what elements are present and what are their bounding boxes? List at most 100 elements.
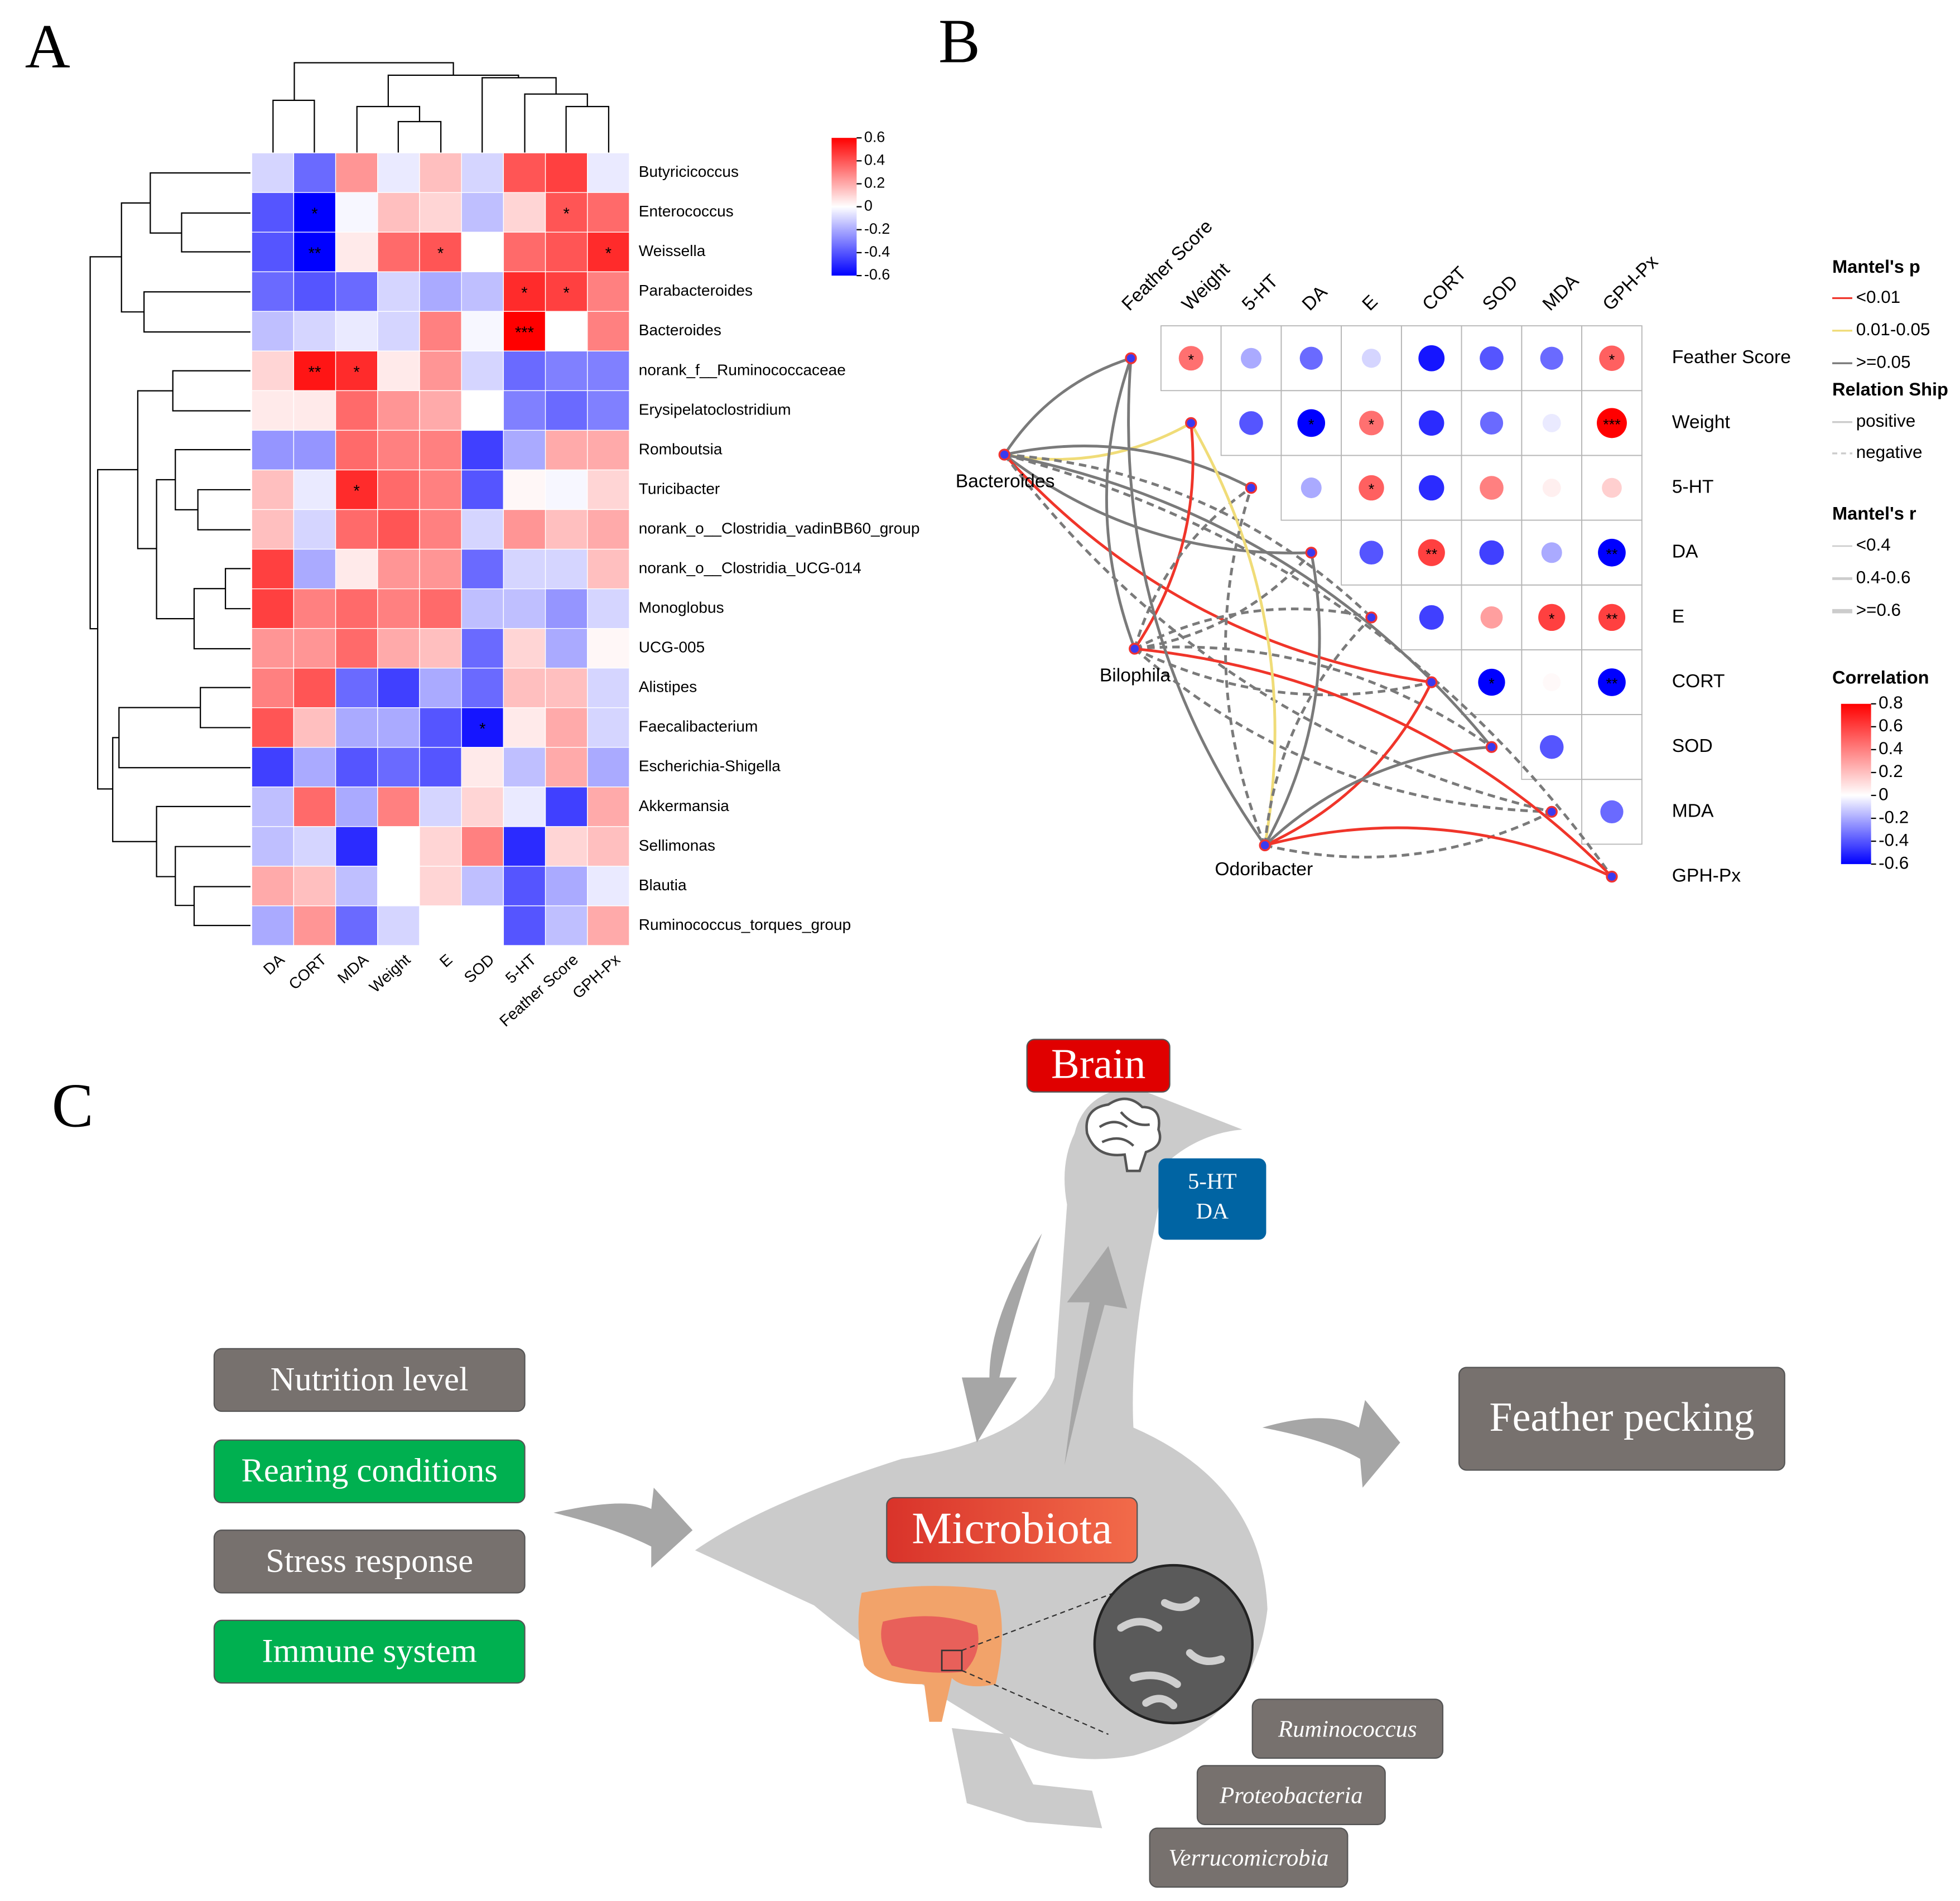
heatmap-cell [293, 668, 336, 708]
mantel-link [1133, 486, 1252, 649]
heatmap-cell [377, 905, 420, 946]
colorbar-tick-label: -0.2 [864, 220, 890, 237]
significance: * [1489, 676, 1495, 692]
heatmap-cell [377, 509, 420, 550]
correlation-dot [1178, 346, 1203, 371]
row-label: Feather Score [1672, 347, 1791, 368]
variable-node [1245, 481, 1258, 494]
legend-label: >=0.05 [1856, 353, 1911, 372]
heatmap-cell [545, 152, 588, 193]
heatmap-cell [587, 548, 630, 590]
heatmap-cell [461, 231, 504, 272]
row-label: Romboutsia [639, 440, 723, 457]
heatmap-cell [503, 152, 546, 193]
factor-label: Immune system [262, 1632, 476, 1670]
correlation-dot [1598, 538, 1626, 567]
row-label: Escherichia-Shigella [639, 757, 781, 775]
column-label: Weight [1178, 259, 1234, 315]
taxon-name: Proteobacteria [1219, 1782, 1362, 1808]
heatmap-cell [251, 905, 295, 946]
heatmap-cell [545, 787, 588, 827]
colorbar-tick-label: 0.6 [1879, 716, 1903, 735]
heatmap-cell [419, 311, 462, 352]
outcome-label: Feather pecking [1489, 1395, 1754, 1440]
correlation-dot [1599, 345, 1625, 371]
heatmap-cell [503, 747, 546, 788]
heatmap-cell [293, 469, 336, 510]
heatmap-cell [335, 231, 378, 272]
heatmap-cell [461, 588, 504, 629]
row-label: Alistipes [639, 678, 697, 696]
taxon-name-box [1149, 1827, 1349, 1888]
correlation-dot [1299, 346, 1323, 370]
cell [1581, 779, 1643, 845]
mantel-link [1264, 810, 1553, 859]
heatmap-cell [293, 747, 336, 788]
heatmap-cell [377, 588, 420, 629]
correlation-dot [1480, 476, 1504, 500]
correlation-dot [1543, 673, 1561, 692]
row-label: Ruminococcus_torques_group [639, 916, 851, 933]
row-label: Butyricicoccus [639, 163, 739, 180]
taxon-name-box [1196, 1765, 1386, 1825]
taxon-node [1259, 839, 1271, 852]
significance: * [563, 284, 569, 302]
heatmap-cell [377, 866, 420, 906]
brain-label-box [1026, 1039, 1171, 1093]
heatmap-cell [419, 787, 462, 827]
correlation-dot [1359, 475, 1384, 501]
colorbar-tick-label: 0.8 [1879, 693, 1903, 712]
row-label: UCG-005 [639, 639, 705, 656]
heatmap-cell [251, 866, 295, 906]
heatmap-cell [293, 866, 336, 906]
heatmap-cell [461, 905, 504, 946]
significance: ** [1606, 611, 1617, 628]
mantel-link [1264, 745, 1492, 847]
heatmap-cell [587, 152, 630, 193]
heatmap-cell [545, 390, 588, 431]
row-label: 5-HT [1672, 476, 1714, 497]
row-label: Parabacteroides [639, 282, 753, 299]
heatmap-cell [251, 588, 295, 629]
correlation-dot [1541, 542, 1562, 563]
heatmap-cell [461, 469, 504, 510]
row-label: norank_f__Ruminococcaceae [639, 361, 846, 378]
correlation-dot [1538, 604, 1566, 631]
heatmap-cell [251, 390, 295, 431]
heatmap-cell [587, 707, 630, 748]
heatmap-cell [461, 271, 504, 312]
heatmap-cell [587, 866, 630, 906]
row-label: Turicibacter [639, 480, 720, 497]
heatmap-cell [293, 390, 336, 431]
heatmap-cell [461, 548, 504, 590]
heatmap-cell [419, 588, 462, 629]
taxon-label: Bilophila [1100, 665, 1171, 686]
heatmap-cell [419, 509, 462, 550]
mantel-link [1134, 645, 1492, 749]
correlation-dot [1602, 477, 1622, 498]
factor-label: Nutrition level [271, 1360, 469, 1398]
mantel-link [1004, 453, 1613, 877]
colorbar-tick-label: -0.6 [864, 266, 890, 283]
row-label: MDA [1672, 800, 1714, 821]
heatmap-cell [377, 747, 420, 788]
outcome-label-box [1458, 1367, 1785, 1471]
correlation-dot [1539, 735, 1564, 759]
column-label: DA [260, 951, 288, 978]
heatmap-cell [251, 271, 295, 312]
mantel-link [1003, 453, 1312, 554]
heatmap-cell [587, 787, 630, 827]
significance: ** [1606, 546, 1617, 562]
heatmap-cell [419, 866, 462, 906]
heatmap-cell [293, 548, 336, 590]
significance: * [311, 205, 317, 223]
mantel-link [1105, 358, 1136, 649]
heatmap-cell [587, 747, 630, 788]
significance: * [1369, 481, 1375, 498]
variable-node [1485, 741, 1498, 753]
heatmap-cell [293, 787, 336, 827]
heatmap-cell [419, 390, 462, 431]
correlation-dot [1480, 606, 1503, 629]
significance: * [437, 245, 444, 263]
legend-label: <0.01 [1856, 287, 1900, 307]
